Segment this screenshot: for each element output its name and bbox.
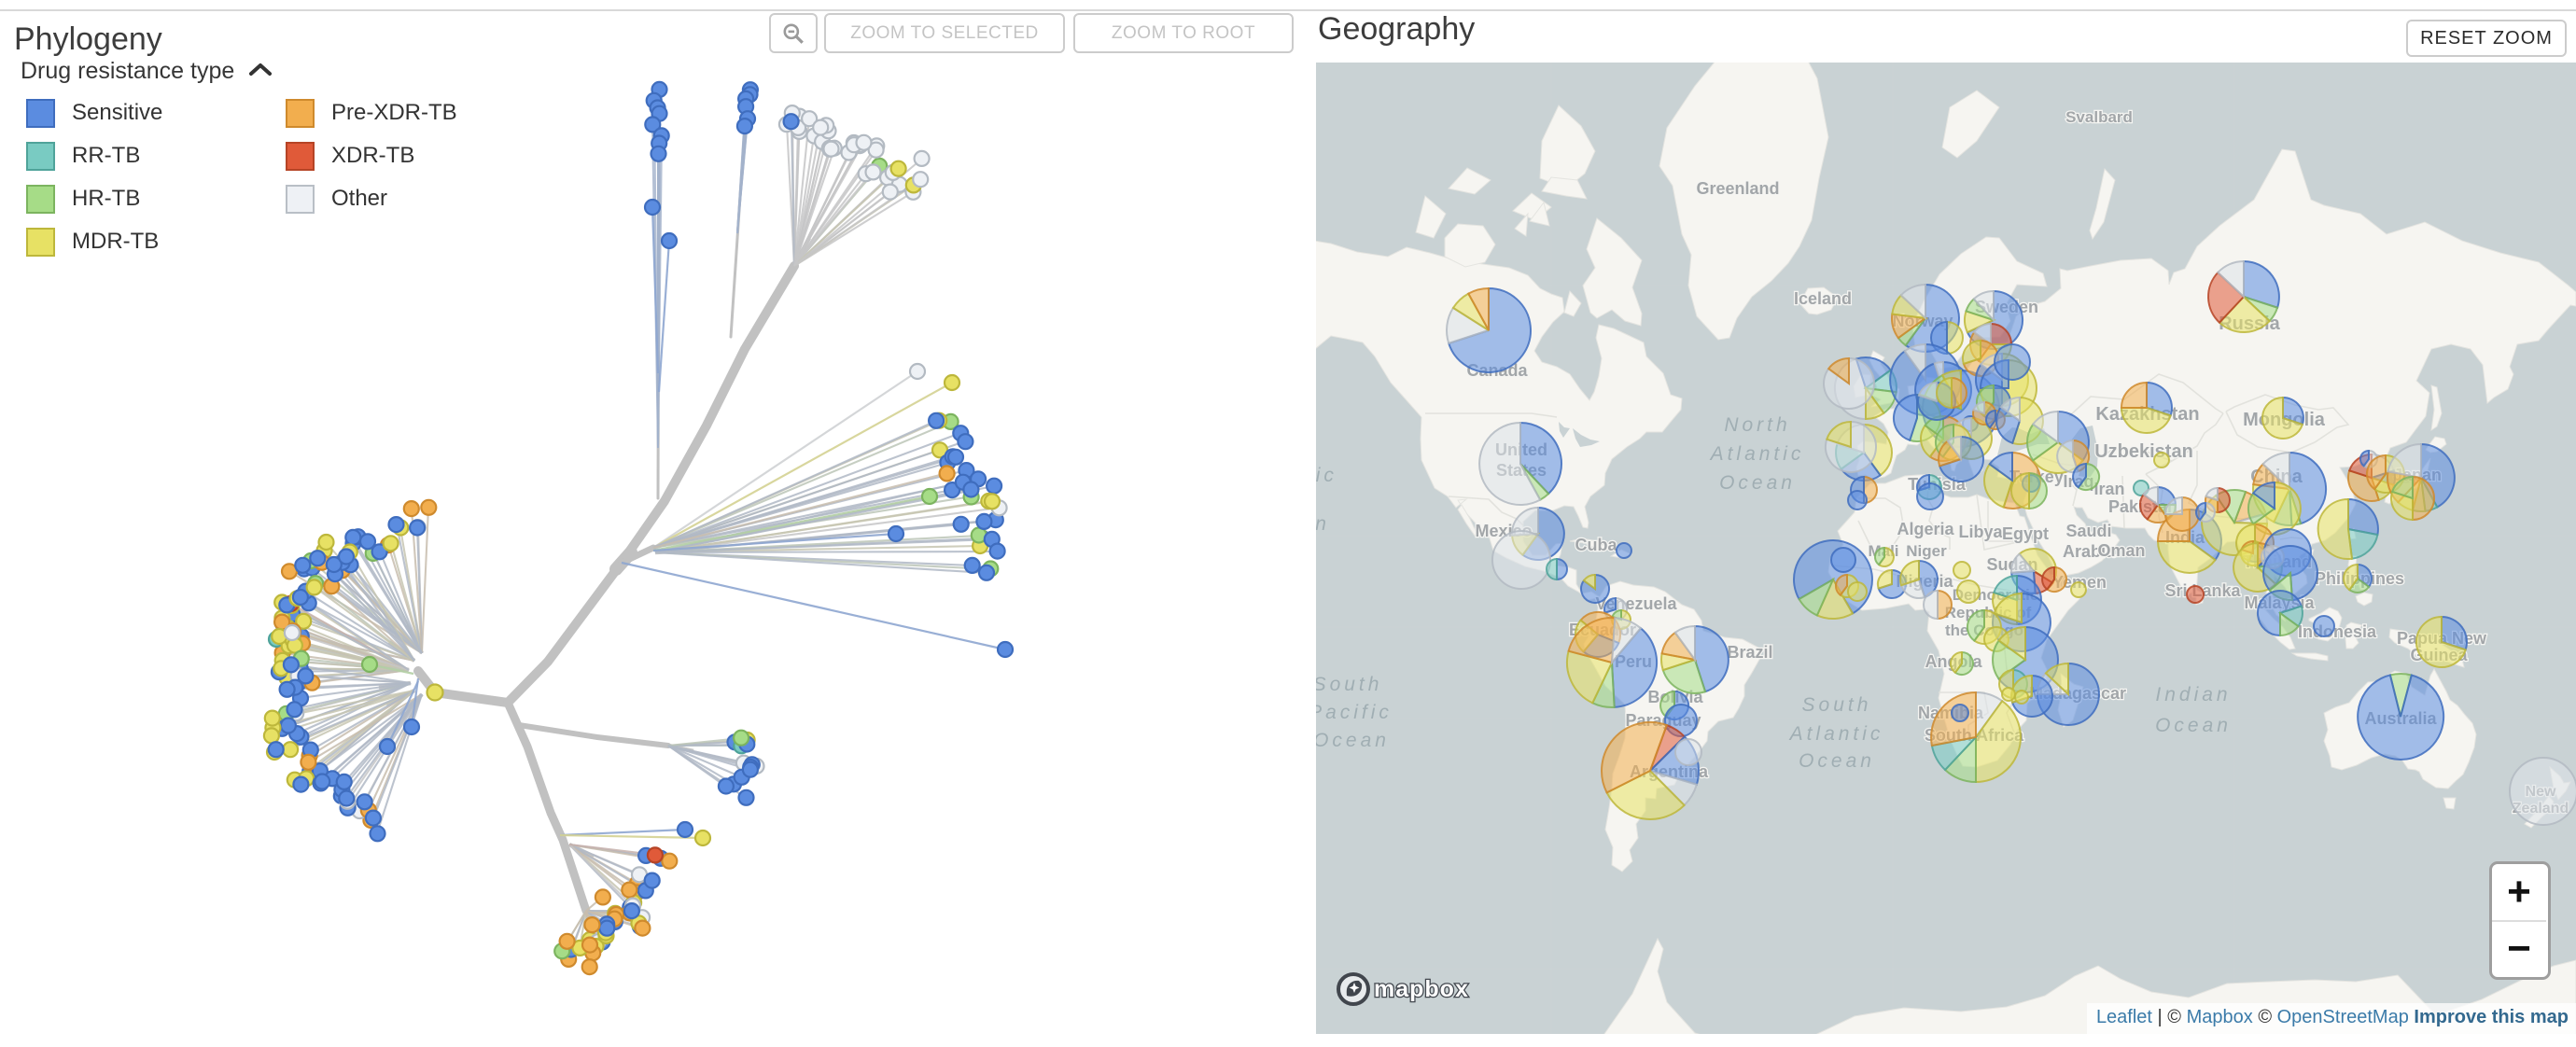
svg-text:Atlantic: Atlantic	[1788, 723, 1884, 745]
svg-text:Pacific: Pacific	[1316, 465, 1337, 486]
svg-text:South: South	[1802, 694, 1872, 716]
svg-text:Greenland: Greenland	[1696, 179, 1779, 198]
svg-text:Arabia: Arabia	[2063, 542, 2116, 561]
svg-text:Ocean: Ocean	[1719, 472, 1796, 494]
svg-text:Atlantic: Atlantic	[1709, 443, 1805, 465]
svg-text:Pacific: Pacific	[1316, 702, 1393, 723]
svg-text:North: North	[1724, 414, 1790, 436]
svg-text:South: South	[1316, 674, 1382, 695]
svg-text:Iran: Iran	[2093, 480, 2124, 498]
svg-text:Saudi: Saudi	[2065, 522, 2111, 540]
svg-text:Uzbekistan: Uzbekistan	[2094, 441, 2193, 462]
svg-text:mapbox: mapbox	[1374, 976, 1469, 1002]
svg-text:Iceland: Iceland	[1794, 289, 1852, 308]
svg-text:Libya: Libya	[1958, 523, 2003, 541]
svg-text:Cuba: Cuba	[1575, 536, 1618, 554]
svg-text:Ocean: Ocean	[1316, 730, 1390, 751]
svg-text:Svalbard: Svalbard	[2065, 108, 2133, 126]
svg-text:Egypt: Egypt	[2002, 524, 2049, 543]
svg-text:Oman: Oman	[2097, 541, 2145, 560]
svg-text:Indian: Indian	[2155, 684, 2231, 705]
svg-text:Ocean: Ocean	[2155, 715, 2232, 736]
svg-text:Brazil: Brazil	[1727, 643, 1772, 662]
svg-text:Ocean: Ocean	[1316, 513, 1330, 535]
svg-text:Niger: Niger	[1906, 542, 1947, 560]
svg-text:Ocean: Ocean	[1799, 750, 1875, 772]
svg-text:Indonesia: Indonesia	[2298, 622, 2377, 641]
svg-text:Algeria: Algeria	[1897, 520, 1954, 538]
